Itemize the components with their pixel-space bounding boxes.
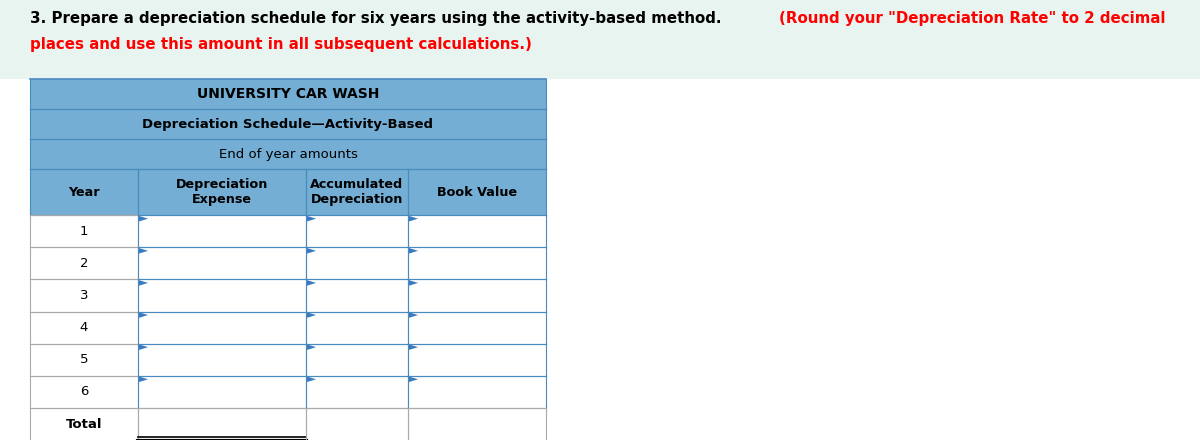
Bar [30, 215, 138, 247]
Bar [30, 279, 138, 312]
Bar [306, 247, 408, 279]
Bar [408, 376, 546, 408]
Bar [408, 247, 546, 279]
Text: 1: 1 [79, 225, 89, 238]
Text: Total: Total [66, 418, 102, 431]
Bar [30, 376, 138, 408]
Polygon shape [138, 216, 148, 222]
Polygon shape [138, 376, 148, 382]
Text: 5: 5 [79, 353, 89, 366]
Text: Depreciation
Expense: Depreciation Expense [176, 178, 268, 206]
Text: places and use this amount in all subsequent calculations.): places and use this amount in all subseq… [30, 37, 532, 52]
Bar [138, 312, 306, 344]
Bar [30, 79, 546, 109]
Polygon shape [408, 344, 418, 350]
Bar [306, 344, 408, 376]
Polygon shape [408, 280, 418, 286]
Text: Book Value: Book Value [437, 186, 517, 198]
Polygon shape [408, 376, 418, 382]
Text: 4: 4 [80, 321, 88, 334]
Bar [30, 139, 546, 169]
Polygon shape [306, 376, 316, 382]
Bar [408, 312, 546, 344]
Bar [30, 169, 138, 215]
Bar [306, 169, 408, 215]
Bar [0, 0, 1200, 79]
Text: 3. Prepare a depreciation schedule for six years using the activity-based method: 3. Prepare a depreciation schedule for s… [30, 11, 727, 26]
Bar [30, 312, 138, 344]
Bar [306, 312, 408, 344]
Bar [408, 169, 546, 215]
Polygon shape [138, 312, 148, 318]
Polygon shape [306, 216, 316, 222]
Bar [138, 215, 306, 247]
Polygon shape [408, 312, 418, 318]
Text: 3: 3 [79, 289, 89, 302]
Bar [138, 376, 306, 408]
Bar [408, 279, 546, 312]
Polygon shape [138, 344, 148, 350]
Bar [306, 279, 408, 312]
Bar [306, 408, 408, 440]
Bar [30, 344, 138, 376]
Text: (Round your "Depreciation Rate" to 2 decimal: (Round your "Depreciation Rate" to 2 dec… [779, 11, 1165, 26]
Text: Year: Year [68, 186, 100, 198]
Bar [408, 344, 546, 376]
Polygon shape [408, 248, 418, 254]
Bar [30, 247, 138, 279]
Bar [30, 109, 546, 139]
Bar [306, 376, 408, 408]
Polygon shape [306, 280, 316, 286]
Bar [408, 215, 546, 247]
Bar [138, 408, 306, 440]
Polygon shape [306, 312, 316, 318]
Bar [306, 215, 408, 247]
Bar [408, 408, 546, 440]
Bar [138, 344, 306, 376]
Text: End of year amounts: End of year amounts [218, 147, 358, 161]
Text: UNIVERSITY CAR WASH: UNIVERSITY CAR WASH [197, 87, 379, 101]
Text: Accumulated
Depreciation: Accumulated Depreciation [311, 178, 403, 206]
Polygon shape [138, 280, 148, 286]
Text: 6: 6 [80, 385, 88, 398]
Bar [138, 279, 306, 312]
Text: 2: 2 [79, 257, 89, 270]
Bar [138, 169, 306, 215]
Polygon shape [306, 248, 316, 254]
Polygon shape [306, 344, 316, 350]
Text: Depreciation Schedule—Activity-Based: Depreciation Schedule—Activity-Based [143, 117, 433, 131]
Polygon shape [408, 216, 418, 222]
Bar [138, 247, 306, 279]
Bar [30, 408, 138, 440]
Polygon shape [138, 248, 148, 254]
